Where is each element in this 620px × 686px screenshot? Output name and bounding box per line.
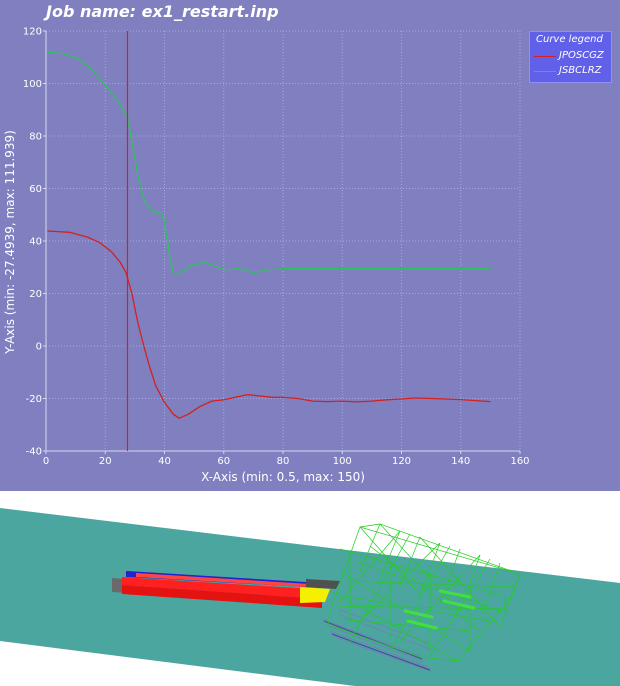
y-tick-label: 80 <box>29 132 42 143</box>
legend-label: JSBCLRZ <box>559 65 602 76</box>
axes <box>43 30 521 454</box>
x-tick-label: 160 <box>510 456 529 467</box>
x-tick-label: 0 <box>43 456 49 467</box>
legend-label: JPOSCGZ <box>559 50 604 61</box>
x-tick-label: 80 <box>277 456 290 467</box>
x-tick-label: 140 <box>451 456 470 467</box>
y-tick-label: -20 <box>26 394 42 405</box>
y-axis-title-text: Y-Axis (min: -27.4939, max: 111.939) <box>3 130 17 354</box>
x-tick-label: 40 <box>158 456 171 467</box>
legend-swatch <box>534 71 556 72</box>
y-tick-label: 40 <box>29 237 42 248</box>
x-tick-label: 100 <box>333 456 352 467</box>
job-title: Job name: ex1_restart.inp <box>46 2 279 21</box>
curve-legend: Curve legend JPOSCGZ JSBCLRZ <box>529 31 612 83</box>
x-tick-label: 120 <box>392 456 411 467</box>
3d-model-viewport[interactable] <box>0 491 620 686</box>
barge-model <box>112 571 340 608</box>
x-axis-title: X-Axis (min: 0.5, max: 150) <box>201 470 365 484</box>
chart-canvas[interactable]: 0 20 40 60 80 100 120 140 160 -40 -20 0 20 40 60 80 100 1… <box>0 0 620 491</box>
3d-scene <box>0 508 620 686</box>
y-tick-label: 0 <box>36 342 42 353</box>
tick-labels: 0 20 40 60 80 100 120 140 160 -40 -20 0 20 40 60 80 100 1… <box>23 27 530 468</box>
y-tick-label: 120 <box>23 27 42 38</box>
legend-swatch <box>534 56 556 57</box>
y-tick-label: 100 <box>23 79 42 90</box>
series-line-jsbclrz <box>47 51 491 275</box>
y-tick-label: 60 <box>29 184 42 195</box>
x-tick-label: 20 <box>99 456 112 467</box>
legend-entry-jposcgz[interactable]: JPOSCGZ <box>534 50 612 62</box>
x-tick-label: 60 <box>217 456 230 467</box>
y-tick-label: 20 <box>29 289 42 300</box>
grid-lines <box>46 30 521 451</box>
plot-panel: 0 20 40 60 80 100 120 140 160 -40 -20 0 20 40 60 80 100 1… <box>0 0 620 491</box>
jacket-wireframe-model <box>321 523 521 673</box>
legend-title: Curve legend <box>536 34 603 45</box>
legend-entry-jsbclrz[interactable]: JSBCLRZ <box>534 65 612 77</box>
y-tick-label: -40 <box>26 447 42 458</box>
